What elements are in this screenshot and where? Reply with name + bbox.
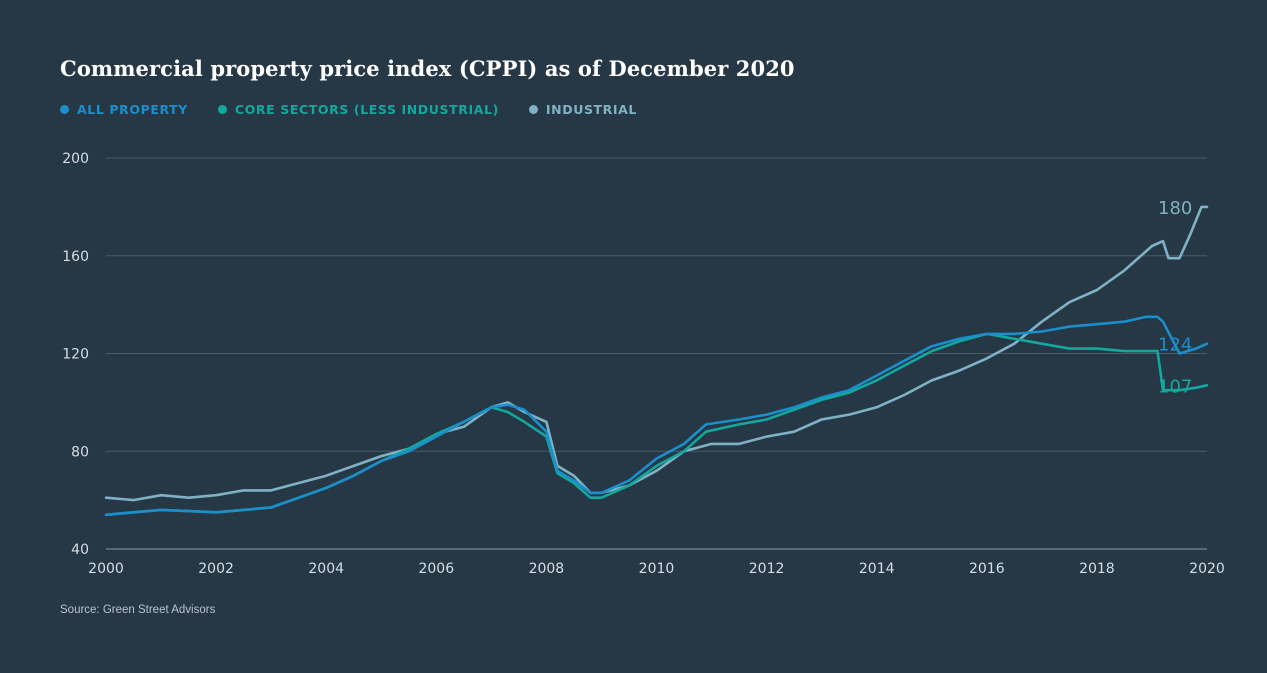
legend-dot-icon [528,105,538,114]
end-value-label: 124 [1158,335,1192,356]
x-tick-label: 2012 [749,561,785,577]
y-tick-label: 120 [62,347,89,363]
legend-label: ALL PROPERTY [77,102,188,117]
chart-title: Commercial property price index (CPPI) a… [60,56,795,81]
x-tick-label: 2004 [308,561,344,577]
legend-dot-icon [60,105,69,114]
y-tick-label: 80 [71,444,89,460]
x-tick-label: 2016 [969,561,1005,577]
legend-dot-icon [217,105,227,114]
x-tick-label: 2018 [1079,561,1115,577]
x-tick-label: 2006 [418,561,454,577]
end-value-label: 107 [1158,376,1192,397]
x-tick-label: 2020 [1189,561,1225,577]
legend-label: INDUSTRIAL [545,102,637,117]
y-tick-label: 160 [62,249,89,265]
legend-item-industrial: INDUSTRIAL [528,102,637,117]
x-tick-label: 2010 [639,561,675,577]
series-line-all-property [104,315,1209,517]
y-tick-label: 40 [71,542,89,558]
x-tick-label: 2008 [529,561,565,577]
chart-legend: ALL PROPERTY CORE SECTORS (LESS INDUSTRI… [60,102,637,117]
x-tick-label: 2002 [198,561,234,577]
legend-item-all-property: ALL PROPERTY [60,102,188,117]
chart-source: Source: Green Street Advisors [60,604,216,616]
x-tick-label: 2014 [859,561,895,577]
series-line-core-sectors-less-industrial [104,332,1209,517]
legend-label: CORE SECTORS (LESS INDUSTRIAL) [234,102,499,117]
legend-item-core-sectors: CORE SECTORS (LESS INDUSTRIAL) [217,102,499,117]
end-value-label: 180 [1158,198,1192,219]
x-tick-label: 2000 [88,561,124,577]
y-tick-label: 200 [62,151,89,167]
series-line-industrial [104,205,1209,502]
